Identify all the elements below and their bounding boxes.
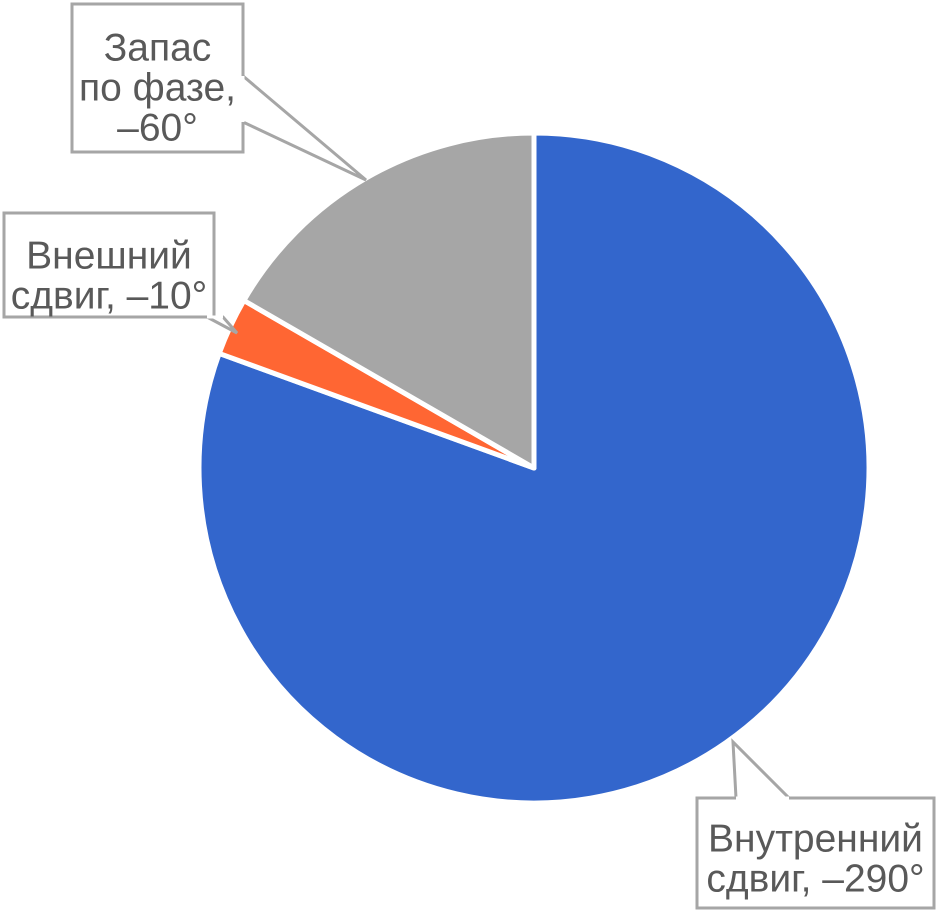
data-label-text: сдвиг, –10° <box>11 274 208 317</box>
data-label-pointer <box>731 738 793 800</box>
data-label-box <box>70 2 245 154</box>
data-label-text: –60° <box>117 106 198 149</box>
pie-slice-1 <box>196 130 872 806</box>
data-label-text: сдвиг, –290° <box>706 857 924 900</box>
data-label-text: Запас <box>104 26 212 69</box>
data-label-box <box>695 796 936 910</box>
data-label-text: по фазе, <box>79 66 236 109</box>
data-label-text: Внешний <box>26 234 192 277</box>
pie-slices <box>196 130 872 806</box>
data-label-box <box>2 211 216 319</box>
data-label-text: Внутренний <box>708 817 923 860</box>
data-label-pointer <box>241 72 367 182</box>
pie-slice-3 <box>241 130 537 471</box>
